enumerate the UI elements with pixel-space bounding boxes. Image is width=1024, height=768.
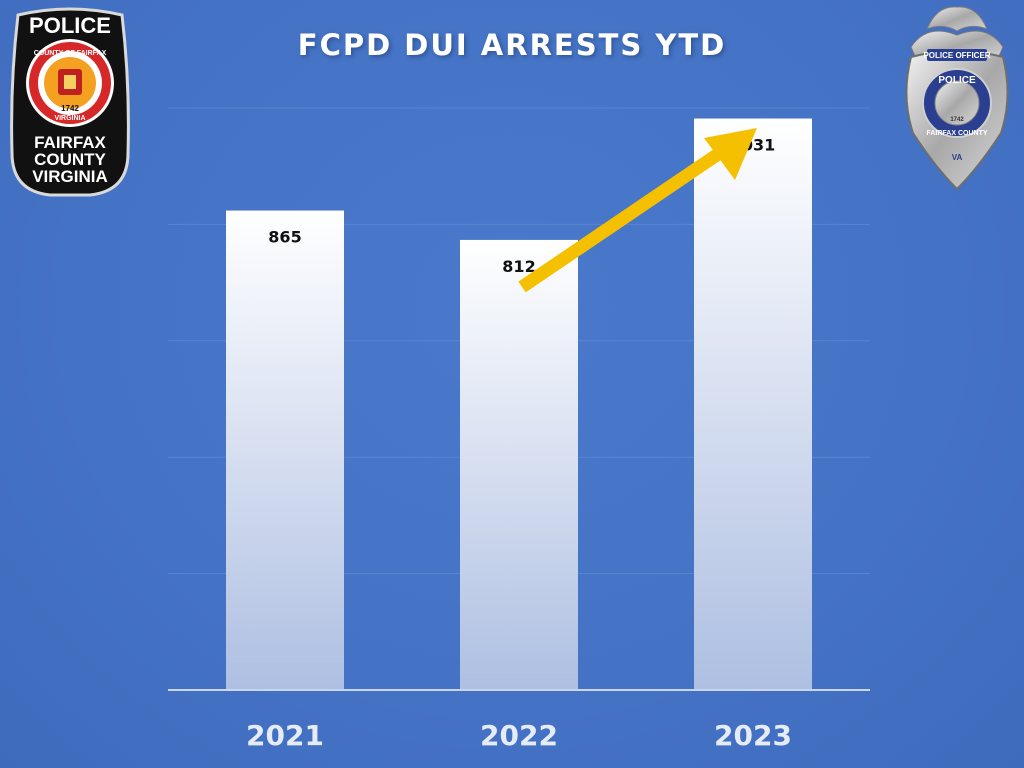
- category-label-2022: 2022: [480, 719, 558, 752]
- patch-line-1: FAIRFAX: [34, 133, 106, 152]
- patch-ring-bottom-text: VIRGINIA: [54, 115, 85, 122]
- badge-state: VA: [952, 153, 963, 162]
- category-label-2023: 2023: [714, 719, 792, 752]
- category-labels: 2021 2022 2023: [246, 719, 792, 752]
- badge-year: 1742: [950, 117, 964, 123]
- patch-line-2: COUNTY: [34, 150, 106, 169]
- badge-bottom-text: FAIRFAX COUNTY: [926, 130, 987, 137]
- patch-year: 1742: [61, 104, 79, 113]
- bars: [226, 118, 812, 691]
- police-badge-icon: POLICE OFFICER POLICE 1742 FAIRFAX COUNT…: [905, 6, 1009, 191]
- patch-top-text: POLICE: [29, 13, 111, 38]
- chart-title: FCPD DUI ARRESTS YTD: [298, 28, 726, 62]
- trend-arrow-icon: [518, 128, 757, 293]
- police-patch-icon: POLICE COUNTY OF FAIRFAX 1742 VIRGINIA F…: [10, 7, 130, 197]
- badge-center-text: POLICE: [938, 75, 976, 86]
- badge-top-text: POLICE OFFICER: [923, 51, 990, 60]
- bar-2023: [694, 118, 812, 690]
- category-label-2021: 2021: [246, 719, 324, 752]
- data-label-2022: 812: [502, 257, 535, 276]
- data-label-2021: 865: [268, 228, 301, 247]
- bar-2022: [460, 239, 578, 691]
- patch-ring-text: COUNTY OF FAIRFAX: [34, 50, 107, 57]
- patch-line-3: VIRGINIA: [32, 167, 108, 186]
- bar-2021: [226, 210, 344, 691]
